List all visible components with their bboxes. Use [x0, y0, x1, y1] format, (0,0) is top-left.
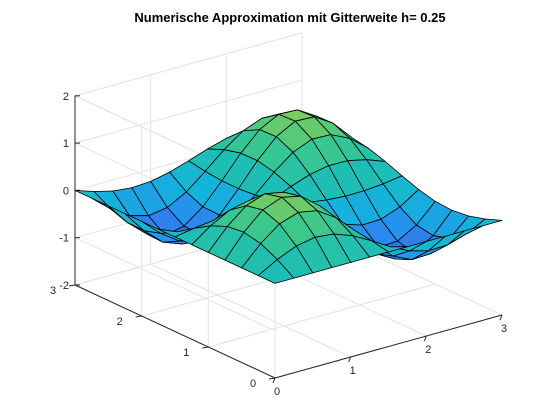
x-tick-mark: [272, 377, 276, 384]
box-edge: [74, 32, 303, 97]
y-tick-mark: [268, 377, 276, 380]
x-tick-label: 3: [501, 323, 507, 335]
grid-line: [74, 237, 276, 332]
grid-line: [150, 263, 351, 358]
y-tick-label: 2: [117, 316, 123, 328]
y-tick-mark: [202, 346, 209, 349]
y-tick-mark: [68, 284, 76, 287]
z-tick-label: -1: [59, 233, 69, 245]
y-tick-mark: [135, 315, 142, 318]
x-tick-label: 0: [274, 386, 280, 398]
grid-line: [208, 283, 436, 348]
x-tick-label: 1: [350, 365, 356, 377]
x-tick-mark: [499, 314, 503, 321]
x-axis-line: [274, 314, 503, 379]
chart-title: Numerische Approximation mit Gitterweite…: [134, 10, 445, 25]
y-tick-label: 0: [250, 378, 256, 390]
z-tick-label: 2: [63, 91, 69, 103]
y-tick-label: 3: [50, 285, 56, 297]
y-axis-line: [74, 284, 276, 379]
x-tick-mark: [423, 335, 427, 342]
z-tick-label: -2: [59, 280, 69, 292]
y-tick-label: 1: [183, 347, 189, 359]
z-tick-label: 1: [63, 138, 69, 150]
z-tick-label: 0: [63, 185, 69, 197]
surface-patch: [257, 259, 295, 284]
x-tick-label: 2: [425, 344, 431, 356]
surface-mesh: [74, 109, 503, 284]
x-tick-mark: [348, 356, 352, 363]
grid-line: [74, 79, 303, 144]
